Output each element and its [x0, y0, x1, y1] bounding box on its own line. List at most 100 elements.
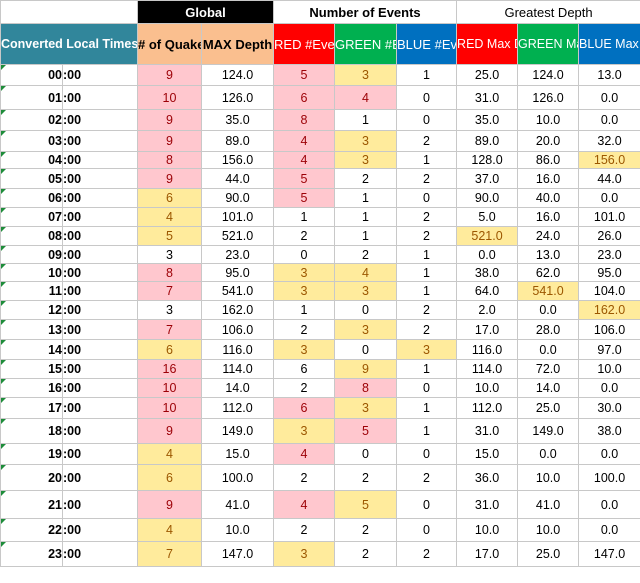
green-depth-cell[interactable]: 10.0	[517, 109, 580, 131]
red-depth-cell[interactable]: 36.0	[456, 464, 519, 491]
blue-events-cell[interactable]: 0	[396, 378, 458, 398]
hour-cell[interactable]: 03	[0, 130, 63, 152]
hour-cell[interactable]: 21	[0, 490, 63, 519]
quakes-cell[interactable]: 3	[137, 300, 202, 320]
red-depth-cell[interactable]: 90.0	[456, 188, 519, 208]
max-depth-cell[interactable]: 44.0	[200, 168, 275, 189]
quakes-cell[interactable]: 4	[137, 443, 202, 465]
col-header-time[interactable]: Converted Local Times	[0, 23, 138, 65]
hour-cell[interactable]: 17	[0, 397, 63, 419]
red-depth-cell[interactable]: 5.0	[456, 207, 519, 227]
green-depth-cell[interactable]: 86.0	[517, 151, 580, 169]
green-events-cell[interactable]: 1	[334, 109, 398, 131]
max-depth-cell[interactable]: 147.0	[200, 541, 275, 567]
blue-events-cell[interactable]: 1	[396, 64, 458, 86]
blue-events-cell[interactable]: 2	[396, 226, 458, 246]
green-events-cell[interactable]: 5	[334, 490, 398, 519]
header-number-of-events[interactable]: Number of Events	[273, 0, 458, 24]
quakes-cell[interactable]: 5	[137, 226, 202, 246]
red-depth-cell[interactable]: 17.0	[456, 319, 519, 340]
blue-events-cell[interactable]: 1	[396, 151, 458, 169]
quakes-cell[interactable]: 16	[137, 359, 202, 379]
blue-events-cell[interactable]: 2	[396, 168, 458, 189]
red-events-cell[interactable]: 8	[273, 109, 336, 131]
header-blank-cell[interactable]	[0, 0, 138, 24]
green-depth-cell[interactable]: 541.0	[517, 281, 580, 301]
hour-cell[interactable]: 12	[0, 300, 63, 320]
blue-depth-cell[interactable]: 38.0	[578, 418, 640, 444]
col-header-red-depth[interactable]: RED Max Depth	[456, 23, 519, 65]
header-global[interactable]: Global	[136, 0, 275, 24]
red-events-cell[interactable]: 6	[273, 359, 336, 379]
minute-cell[interactable]: :00	[62, 130, 138, 152]
red-events-cell[interactable]: 5	[273, 64, 336, 86]
hour-cell[interactable]: 10	[0, 263, 63, 282]
red-events-cell[interactable]: 3	[273, 339, 336, 360]
green-events-cell[interactable]: 3	[334, 281, 398, 301]
red-events-cell[interactable]: 6	[273, 85, 336, 110]
quakes-cell[interactable]: 7	[137, 319, 202, 340]
red-depth-cell[interactable]: 89.0	[456, 130, 519, 152]
blue-depth-cell[interactable]: 32.0	[578, 130, 640, 152]
minute-cell[interactable]: :00	[62, 490, 138, 519]
blue-events-cell[interactable]: 1	[396, 359, 458, 379]
blue-events-cell[interactable]: 1	[396, 245, 458, 264]
red-depth-cell[interactable]: 116.0	[456, 339, 519, 360]
green-depth-cell[interactable]: 124.0	[517, 64, 580, 86]
blue-depth-cell[interactable]: 0.0	[578, 490, 640, 519]
hour-cell[interactable]: 04	[0, 151, 63, 169]
max-depth-cell[interactable]: 23.0	[200, 245, 275, 264]
max-depth-cell[interactable]: 126.0	[200, 85, 275, 110]
hour-cell[interactable]: 11	[0, 281, 63, 301]
green-depth-cell[interactable]: 40.0	[517, 188, 580, 208]
blue-events-cell[interactable]: 0	[396, 518, 458, 542]
green-events-cell[interactable]: 3	[334, 130, 398, 152]
blue-depth-cell[interactable]: 0.0	[578, 443, 640, 465]
green-events-cell[interactable]: 5	[334, 418, 398, 444]
red-events-cell[interactable]: 2	[273, 378, 336, 398]
quakes-cell[interactable]: 9	[137, 168, 202, 189]
green-events-cell[interactable]: 0	[334, 339, 398, 360]
max-depth-cell[interactable]: 541.0	[200, 281, 275, 301]
red-depth-cell[interactable]: 25.0	[456, 64, 519, 86]
blue-events-cell[interactable]: 1	[396, 397, 458, 419]
minute-cell[interactable]: :00	[62, 85, 138, 110]
green-depth-cell[interactable]: 25.0	[517, 541, 580, 567]
blue-events-cell[interactable]: 1	[396, 418, 458, 444]
green-events-cell[interactable]: 0	[334, 443, 398, 465]
red-events-cell[interactable]: 0	[273, 245, 336, 264]
quakes-cell[interactable]: 8	[137, 263, 202, 282]
blue-events-cell[interactable]: 0	[396, 188, 458, 208]
blue-depth-cell[interactable]: 0.0	[578, 109, 640, 131]
green-depth-cell[interactable]: 25.0	[517, 397, 580, 419]
red-depth-cell[interactable]: 15.0	[456, 443, 519, 465]
blue-events-cell[interactable]: 1	[396, 281, 458, 301]
green-events-cell[interactable]: 4	[334, 85, 398, 110]
quakes-cell[interactable]: 10	[137, 397, 202, 419]
green-depth-cell[interactable]: 20.0	[517, 130, 580, 152]
hour-cell[interactable]: 20	[0, 464, 63, 491]
minute-cell[interactable]: :00	[62, 207, 138, 227]
blue-depth-cell[interactable]: 100.0	[578, 464, 640, 491]
blue-events-cell[interactable]: 3	[396, 339, 458, 360]
green-events-cell[interactable]: 2	[334, 518, 398, 542]
max-depth-cell[interactable]: 10.0	[200, 518, 275, 542]
minute-cell[interactable]: :00	[62, 541, 138, 567]
blue-events-cell[interactable]: 2	[396, 300, 458, 320]
blue-depth-cell[interactable]: 156.0	[578, 151, 640, 169]
blue-depth-cell[interactable]: 162.0	[578, 300, 640, 320]
green-depth-cell[interactable]: 16.0	[517, 168, 580, 189]
minute-cell[interactable]: :00	[62, 300, 138, 320]
blue-events-cell[interactable]: 2	[396, 130, 458, 152]
green-depth-cell[interactable]: 10.0	[517, 518, 580, 542]
minute-cell[interactable]: :00	[62, 151, 138, 169]
minute-cell[interactable]: :00	[62, 188, 138, 208]
quakes-cell[interactable]: 3	[137, 245, 202, 264]
max-depth-cell[interactable]: 15.0	[200, 443, 275, 465]
red-depth-cell[interactable]: 31.0	[456, 418, 519, 444]
green-events-cell[interactable]: 2	[334, 464, 398, 491]
hour-cell[interactable]: 13	[0, 319, 63, 340]
red-depth-cell[interactable]: 64.0	[456, 281, 519, 301]
red-events-cell[interactable]: 2	[273, 226, 336, 246]
max-depth-cell[interactable]: 116.0	[200, 339, 275, 360]
